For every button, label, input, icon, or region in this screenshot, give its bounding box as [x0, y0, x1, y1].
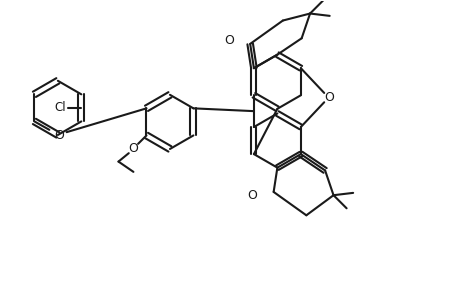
Text: O: O: [128, 142, 138, 155]
Text: O: O: [224, 34, 234, 47]
Text: O: O: [247, 189, 257, 202]
Text: O: O: [323, 91, 333, 104]
Text: O: O: [55, 129, 64, 142]
Text: Cl: Cl: [54, 101, 65, 114]
